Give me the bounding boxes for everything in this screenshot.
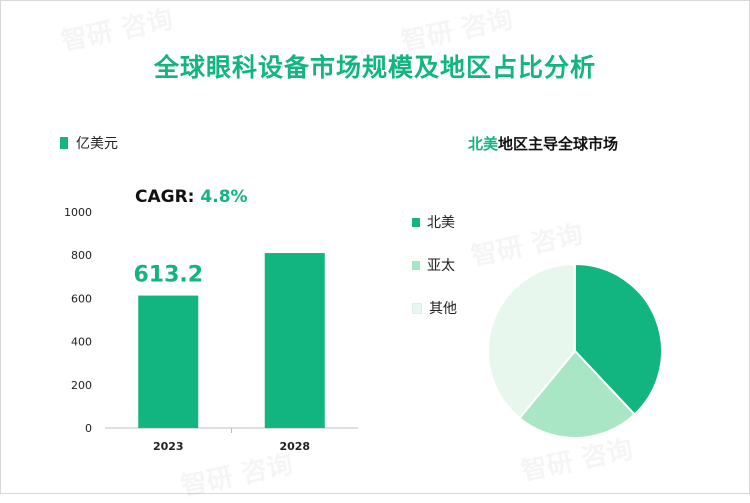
pie-title: 北美地区主导全球市场: [468, 133, 618, 154]
cagr-annotation: CAGR: 4.8%: [135, 187, 248, 207]
legend-item: 其他: [412, 298, 457, 318]
legend-swatch: [412, 260, 420, 270]
legend-swatch: [412, 302, 422, 314]
y-tick-label: 0: [85, 422, 92, 435]
bar-2023: [138, 295, 199, 428]
legend-item: 亚太: [412, 255, 455, 275]
unit-legend-swatch: [60, 137, 68, 149]
pie-slice-1: [518, 349, 636, 439]
legend-swatch: [412, 217, 420, 227]
cagr-label: CAGR:: [135, 187, 201, 207]
y-tick-label: 1000: [64, 206, 92, 219]
pie-slice-2: [487, 262, 576, 420]
legend-item: 北美: [412, 212, 455, 232]
legend-label: 其他: [429, 301, 457, 317]
bar-data-label: 613.2: [133, 263, 203, 288]
x-tick-label: 2028: [279, 440, 310, 453]
bar-2028: [264, 253, 325, 428]
legend-label: 北美: [427, 215, 455, 231]
page-title: 全球眼科设备市场规模及地区占比分析: [153, 53, 596, 82]
unit-legend: 亿美元: [60, 133, 118, 153]
pie-title-rest: 地区主导全球市场: [498, 135, 619, 153]
x-tick-label: 2023: [153, 440, 184, 453]
y-tick-label: 200: [71, 379, 92, 392]
y-tick-label: 400: [71, 336, 92, 349]
pie-title-highlight: 北美: [468, 135, 499, 153]
y-tick-label: 600: [71, 292, 92, 305]
cagr-value: 4.8%: [200, 187, 248, 207]
unit-legend-label: 亿美元: [76, 136, 118, 152]
legend-label: 亚太: [427, 258, 455, 274]
y-tick-label: 800: [71, 249, 92, 262]
pie-slice-0: [574, 262, 663, 416]
